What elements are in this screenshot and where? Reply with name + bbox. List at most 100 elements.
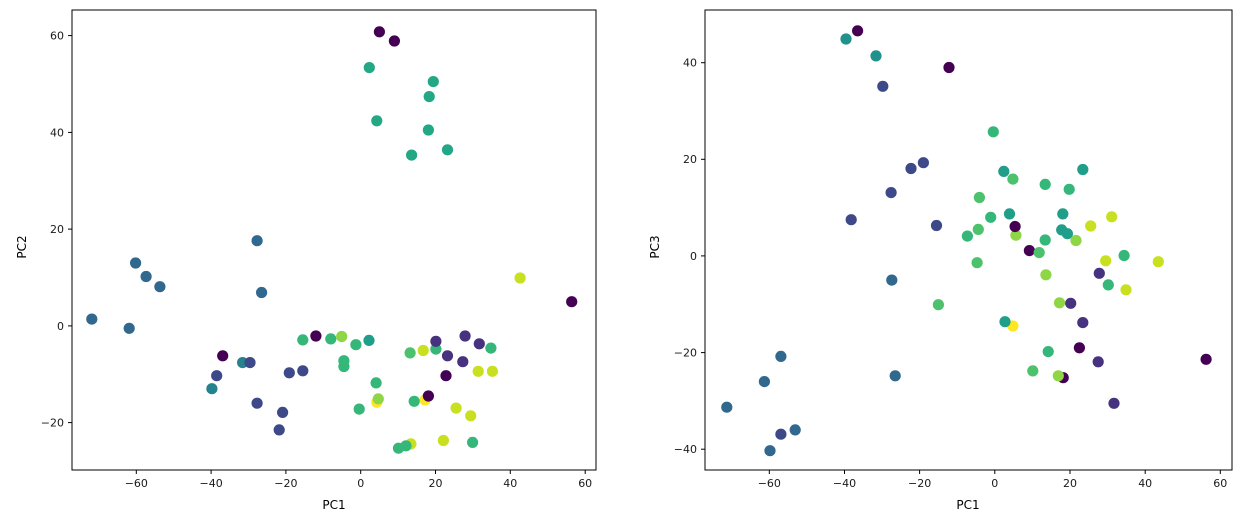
data-point [758,376,771,388]
data-point [86,313,98,325]
right-panel-xlabel: PC1 [956,498,980,512]
data-point [514,272,526,284]
data-point [123,322,135,334]
data-point [437,434,449,447]
data-point [1063,183,1075,195]
x-tick-label: −20 [274,477,297,490]
y-tick-label: 40 [683,57,697,70]
data-point [217,350,229,362]
data-point [1009,220,1021,233]
y-tick-label: 20 [683,153,697,166]
data-point [1200,353,1212,365]
data-point [336,330,348,343]
data-point [1007,173,1019,185]
data-point [370,377,382,389]
data-point [1023,245,1035,257]
data-point [985,211,997,223]
data-point [211,370,223,382]
data-point [1092,356,1104,368]
y-tick-label: −40 [674,443,697,456]
data-point [889,370,901,382]
data-point [998,165,1010,177]
data-point [999,316,1011,328]
data-point [721,401,733,413]
data-point [1027,365,1039,377]
data-point [392,442,405,454]
data-point [325,333,337,345]
x-tick-label: 40 [1138,477,1152,490]
data-point [350,339,362,351]
data-point [256,286,268,299]
data-point [459,330,471,342]
data-point [1106,211,1118,223]
axes-spines [71,9,597,471]
data-point [1120,284,1132,296]
data-point [244,357,256,369]
data-point [1003,208,1016,220]
data-point [486,365,498,377]
data-point [140,270,152,283]
points-layer [86,26,578,454]
y-tick-label: 40 [50,126,64,139]
data-point [404,347,416,359]
data-point [277,406,289,418]
data-point [310,330,322,342]
data-point [473,338,485,350]
data-point [764,445,776,457]
data-point [283,367,295,379]
data-point [1100,255,1112,267]
data-point [1108,397,1120,409]
data-point [886,274,898,286]
data-point [430,343,442,355]
data-point [566,296,578,308]
data-point [1085,220,1097,232]
data-point [775,428,787,440]
data-point [1093,267,1105,279]
data-point [297,334,309,346]
data-point [1052,370,1064,382]
y-tick-label: 20 [50,223,64,236]
data-point [775,350,787,362]
data-point [1152,256,1164,268]
x-tick-label: 20 [1063,477,1077,490]
y-tick-label: 60 [50,29,64,42]
data-point [406,149,418,161]
data-point [852,25,864,37]
data-point [422,124,434,136]
data-point [971,257,983,269]
data-point [423,91,435,103]
y-tick-label: 0 [690,250,697,263]
data-point [1042,346,1054,358]
data-point [1102,279,1114,291]
data-point [973,191,986,204]
data-point [1061,228,1073,240]
data-point [206,383,218,395]
data-point [1057,208,1069,220]
data-point [440,370,452,382]
data-point [371,115,383,127]
data-point [1039,178,1051,190]
data-point [373,26,385,38]
left-panel-xlabel: PC1 [322,498,346,512]
x-tick-label: 40 [503,477,517,490]
data-point [422,390,434,402]
data-point [372,393,384,405]
data-point [930,219,943,232]
x-tick-label: −60 [125,477,148,490]
data-point [465,410,477,422]
x-tick-label: 60 [1213,477,1227,490]
x-tick-label: 0 [357,477,364,490]
data-point [1070,234,1082,247]
x-tick-label: −40 [833,477,856,490]
data-point [1040,269,1052,281]
data-point [450,402,462,414]
data-point [430,335,442,347]
data-point [932,299,945,311]
data-point [961,230,974,242]
scatter-panel-pc3: −60 −40 −20 0 20 40 60 −40 −20 0 20 40 [674,9,1233,490]
data-point [441,350,454,362]
data-point [917,157,930,169]
data-point [1053,297,1066,309]
